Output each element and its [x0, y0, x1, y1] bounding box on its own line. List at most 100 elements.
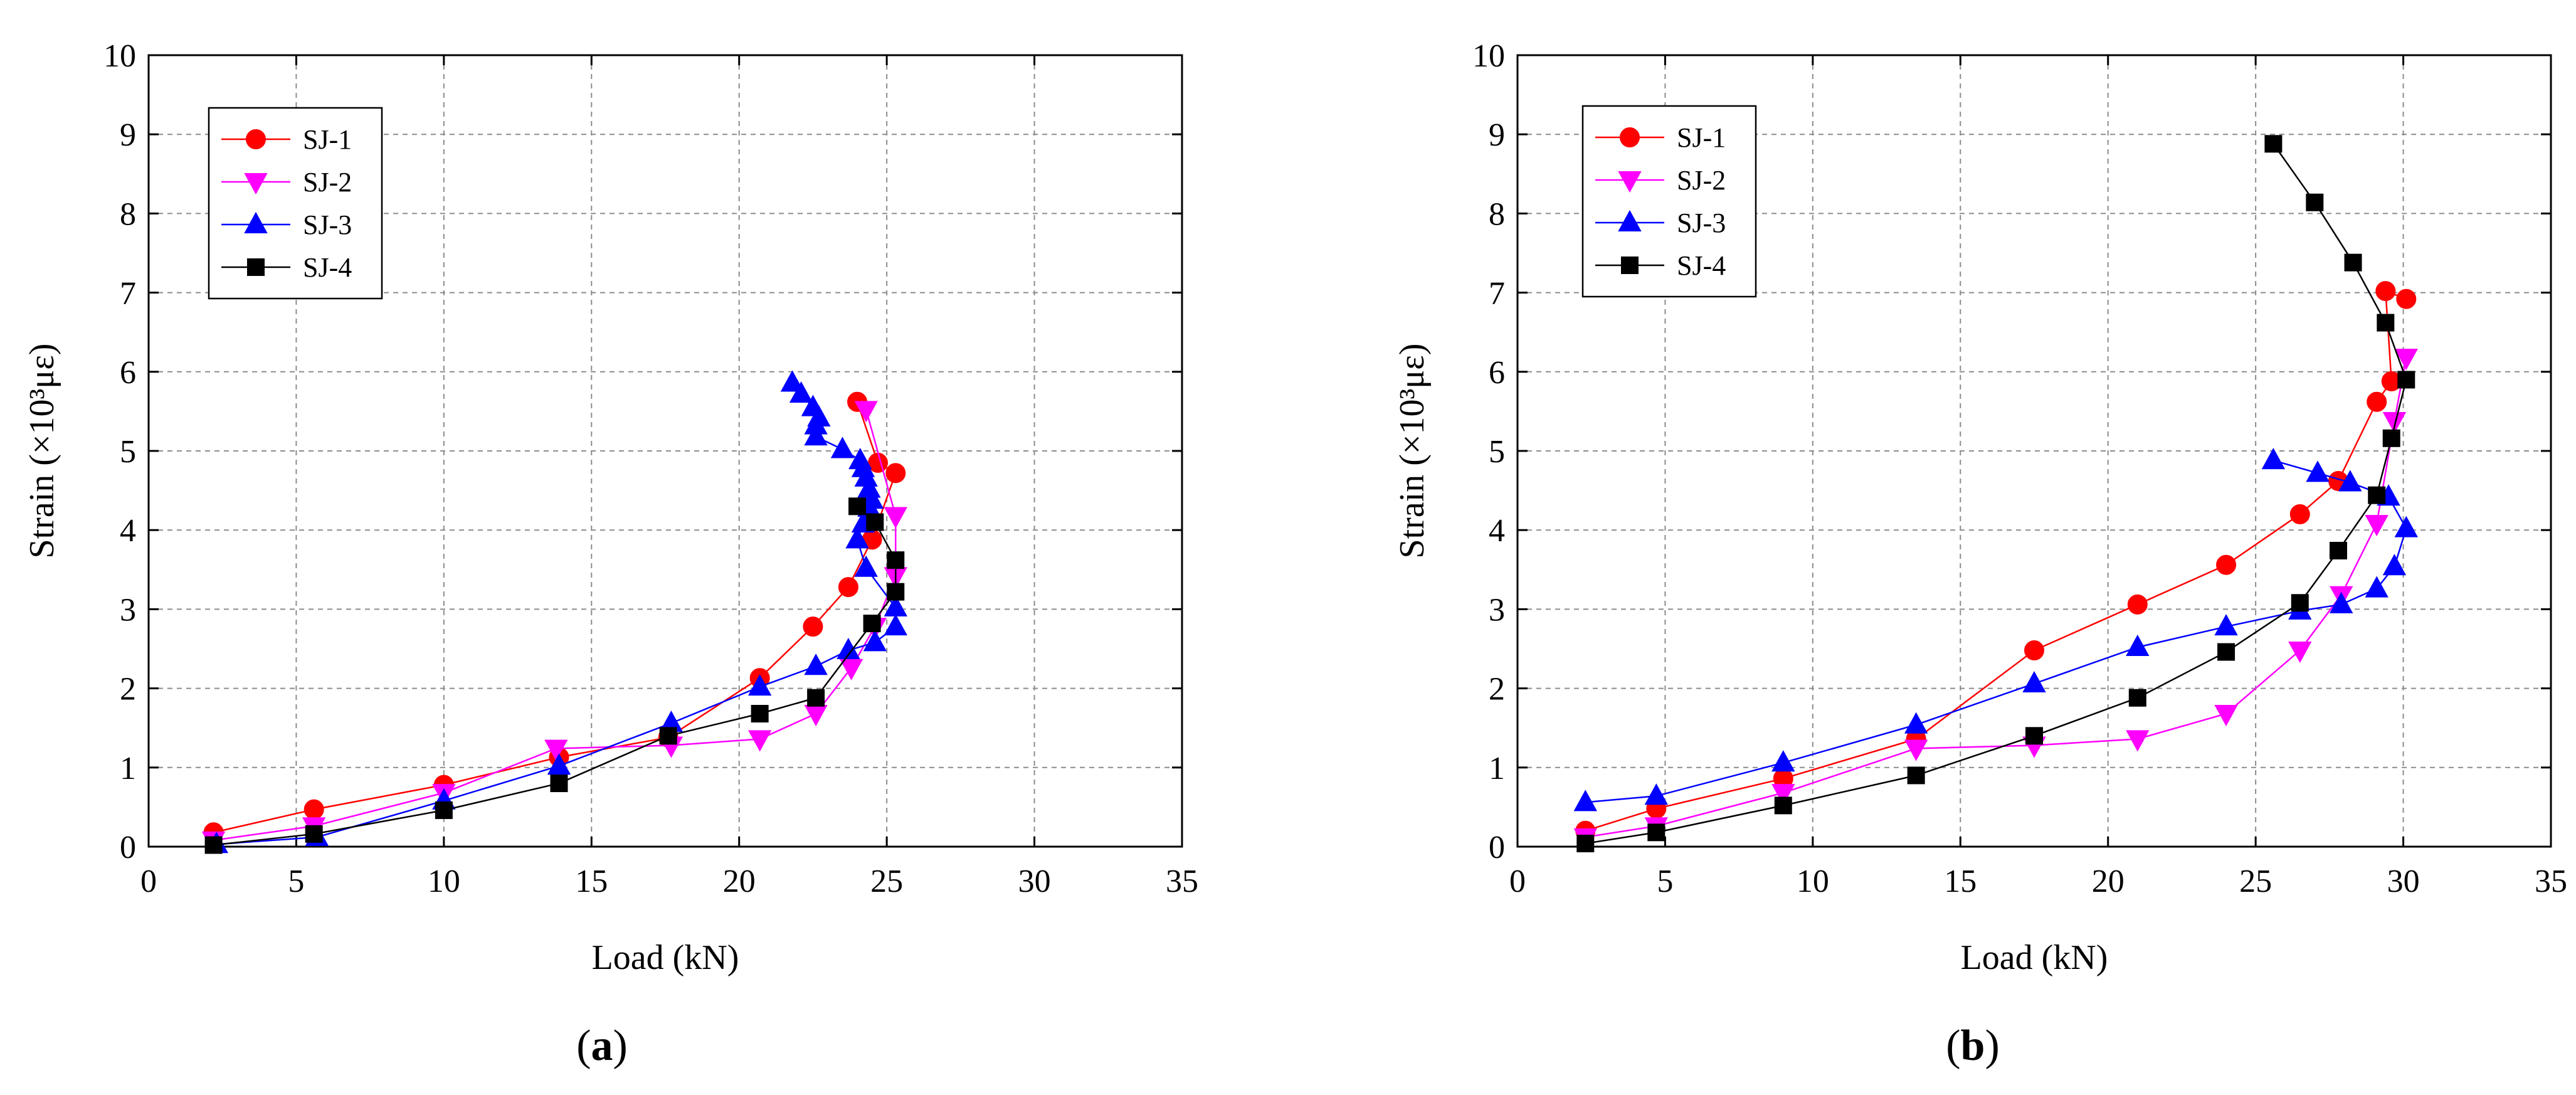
data-point	[2217, 643, 2236, 661]
x-tick-label: 35	[2535, 864, 2567, 899]
data-point	[2291, 594, 2309, 612]
legend-label: SJ-1	[1677, 122, 1726, 153]
x-tick-label: 35	[1166, 864, 1198, 899]
legend-label: SJ-4	[303, 252, 352, 283]
y-tick-label: 10	[1472, 38, 1505, 74]
legend-entry: SJ-2	[221, 167, 352, 198]
y-tick-label: 3	[1489, 592, 1505, 628]
data-point	[885, 463, 906, 484]
data-point	[887, 551, 905, 569]
panel-label: (a)	[576, 1022, 628, 1070]
data-point	[435, 801, 453, 819]
data-point	[1644, 783, 1668, 805]
data-point	[2330, 591, 2353, 613]
x-tick-label: 20	[723, 864, 756, 899]
data-point	[1647, 823, 1665, 842]
data-point	[780, 370, 805, 392]
legend-marker	[1618, 171, 1642, 193]
y-tick-label: 9	[120, 117, 136, 153]
data-point	[2306, 193, 2324, 211]
data-point	[204, 836, 223, 854]
x-tick-label: 10	[428, 864, 460, 899]
legend: SJ-1 SJ-2 SJ-3 SJ-4	[1581, 105, 1757, 298]
data-point	[2128, 689, 2146, 707]
data-point	[863, 615, 881, 633]
data-point	[1904, 712, 1928, 734]
x-axis-title: Load (kN)	[1961, 938, 2108, 977]
y-tick-label: 4	[1489, 513, 1505, 549]
legend-label: SJ-1	[303, 124, 352, 155]
legend-entry: SJ-1	[1595, 122, 1726, 153]
data-point	[2289, 504, 2310, 524]
x-tick-label: 5	[288, 864, 304, 899]
legend-label: SJ-3	[1677, 208, 1726, 238]
data-point	[2216, 554, 2237, 575]
series-SJ-4	[1576, 135, 2415, 852]
data-point	[804, 653, 828, 675]
data-point	[2022, 670, 2046, 693]
series-SJ-2	[1573, 349, 2418, 850]
legend-entry: SJ-1	[221, 124, 352, 155]
data-point	[659, 727, 677, 745]
y-axis-title: Strain (×10³με)	[23, 344, 61, 559]
data-point	[2365, 576, 2389, 598]
data-point	[2344, 253, 2362, 272]
data-point	[304, 799, 324, 820]
data-point	[2264, 135, 2283, 153]
data-point	[2367, 391, 2387, 412]
data-point	[1907, 766, 1925, 785]
legend-entry: SJ-4	[1595, 250, 1726, 281]
data-point	[2214, 704, 2238, 727]
x-tick-label: 20	[2092, 864, 2125, 899]
data-point	[305, 825, 323, 843]
data-point	[751, 704, 769, 722]
y-tick-label: 2	[120, 672, 136, 707]
panel-label: (b)	[1946, 1022, 2000, 1070]
data-point	[801, 394, 825, 416]
chart-panel-a: 0 5 10 15 20 25 30 35 0 1 2 3 4 5 6 7 8 9 10 Load (kN) Strai…	[23, 38, 1198, 1070]
data-point	[789, 381, 813, 403]
legend-label: SJ-2	[1677, 165, 1726, 196]
data-point	[2329, 542, 2347, 560]
y-tick-label: 4	[120, 513, 136, 549]
data-point	[2126, 730, 2150, 752]
data-point	[2394, 516, 2418, 537]
data-point	[854, 555, 878, 577]
x-tick-label: 0	[140, 864, 157, 899]
y-tick-label: 2	[1489, 672, 1505, 707]
data-point	[2338, 470, 2362, 492]
data-point	[2126, 634, 2150, 656]
y-tick-label: 7	[120, 276, 136, 312]
data-point	[2024, 640, 2044, 661]
legend-entry: SJ-3	[221, 209, 352, 240]
legend-marker	[244, 211, 268, 233]
data-point	[747, 674, 772, 696]
x-tick-label: 30	[1018, 864, 1051, 899]
series-SJ-3	[204, 370, 907, 854]
data-point	[857, 476, 881, 498]
x-tick-label: 0	[1509, 864, 1526, 899]
data-point	[2127, 594, 2148, 615]
legend-label: SJ-3	[303, 209, 352, 240]
data-point	[2377, 314, 2395, 332]
x-tick-label: 5	[1657, 864, 1673, 899]
data-point	[544, 739, 568, 761]
data-point	[2397, 371, 2415, 389]
y-tick-label: 6	[1489, 355, 1505, 391]
data-point	[2382, 429, 2400, 447]
data-point	[887, 583, 905, 601]
data-point	[547, 753, 571, 775]
legend-marker	[1620, 127, 1640, 147]
data-point	[1771, 750, 1795, 772]
x-tick-label: 30	[2387, 864, 2420, 899]
data-point	[1573, 790, 1597, 812]
y-tick-label: 5	[120, 434, 136, 470]
y-axis-title: Strain (×10³με)	[1393, 344, 1432, 559]
data-point	[860, 487, 884, 509]
legend-label: SJ-2	[303, 167, 352, 198]
y-tick-label: 10	[103, 38, 136, 74]
y-tick-label: 8	[1489, 196, 1505, 232]
data-point	[1771, 784, 1795, 806]
y-tick-label: 0	[120, 830, 136, 865]
data-point	[848, 497, 867, 516]
